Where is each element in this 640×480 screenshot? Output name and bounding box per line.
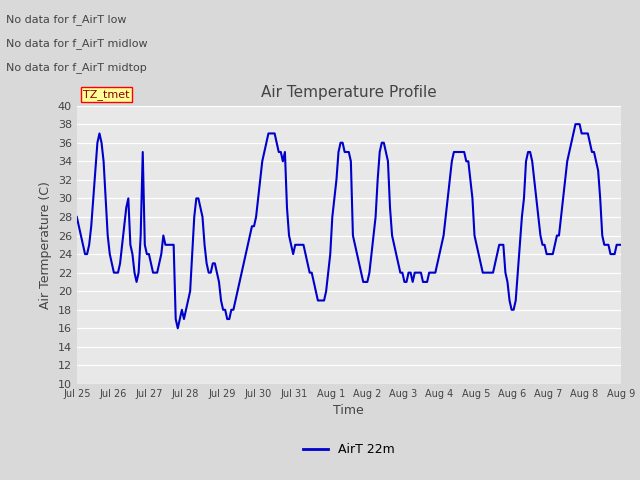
Title: Air Temperature Profile: Air Temperature Profile <box>261 85 436 100</box>
Text: No data for f_AirT low: No data for f_AirT low <box>6 14 127 25</box>
Y-axis label: Air Termperature (C): Air Termperature (C) <box>39 181 52 309</box>
Text: TZ_tmet: TZ_tmet <box>83 89 130 100</box>
X-axis label: Time: Time <box>333 405 364 418</box>
Text: No data for f_AirT midtop: No data for f_AirT midtop <box>6 62 147 73</box>
Text: No data for f_AirT midlow: No data for f_AirT midlow <box>6 38 148 49</box>
Legend: AirT 22m: AirT 22m <box>298 438 399 461</box>
